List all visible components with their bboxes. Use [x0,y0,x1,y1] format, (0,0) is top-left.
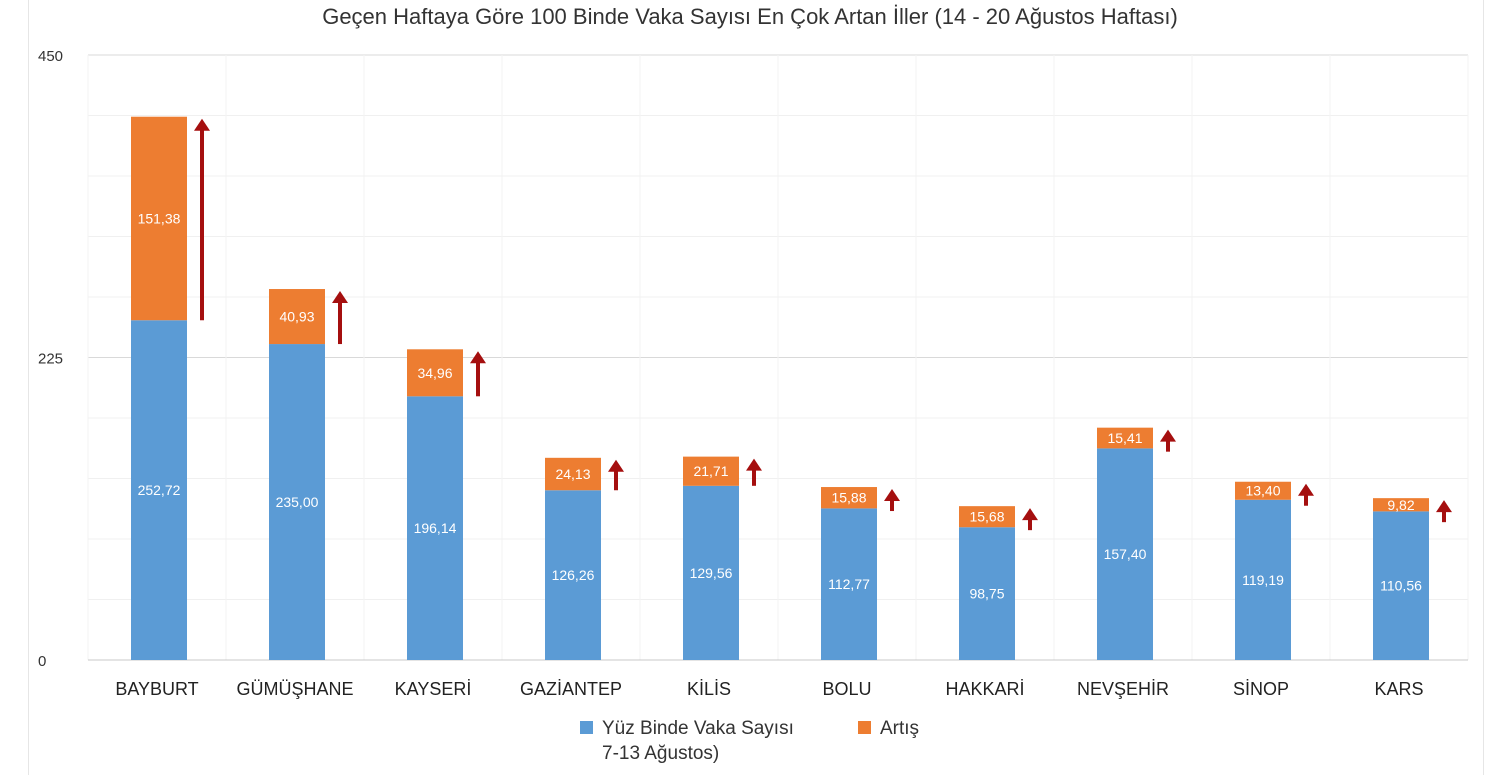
bar-increase [407,349,463,397]
bar-increase [545,457,601,491]
data-label-increase: 15,41 [1107,430,1142,446]
x-tick-label: KAYSERİ [395,679,472,699]
increase-arrow-head [884,489,900,502]
data-label-base: 98,75 [969,586,1004,602]
bar-base [1235,499,1291,660]
increase-arrow-head [746,458,762,471]
increase-arrow-head [1298,483,1314,496]
legend-swatch-base [580,721,593,734]
bar-base [1097,448,1153,660]
x-tick-label: BAYBURT [115,679,198,699]
plot-area: 0 225 450 252,72 151,38 BAYBURT 235,00 40,93 GÜM… [38,48,1469,699]
increase-arrow-head [608,459,624,472]
increase-arrow-head [332,291,348,304]
data-label-increase: 151,38 [138,210,181,226]
data-label-base: 129,56 [690,565,733,581]
bar-base [683,485,739,660]
x-tick-label: GAZİANTEP [520,679,622,699]
x-tick-label: BOLU [822,679,871,699]
bar-base [821,508,877,660]
data-label-increase: 40,93 [279,309,314,325]
bar-increase [131,116,187,321]
bar-base [407,396,463,660]
data-label-base: 157,40 [1104,546,1147,562]
bar-increase [959,506,1015,528]
y-tick-label: 450 [38,48,63,65]
data-label-base: 235,00 [276,494,319,510]
x-tick-label: HAKKARİ [945,679,1024,699]
bar-increase [821,487,877,509]
bar-increase [1373,498,1429,512]
data-label-base: 196,14 [414,520,457,536]
chart-title: Geçen Haftaya Göre 100 Binde Vaka Sayısı… [322,4,1178,29]
increase-arrow-head [1160,429,1176,442]
x-tick-label: SİNOP [1233,679,1289,699]
bar-base [131,320,187,660]
data-label-increase: 24,13 [555,466,590,482]
increase-arrow-head [1436,500,1452,513]
bar-increase [269,289,325,345]
data-label-base: 252,72 [138,482,181,498]
data-label-base: 119,19 [1242,572,1284,588]
legend-label-base-line2: 7-13 Ağustos) [602,743,720,764]
x-tick-label: KARS [1374,679,1423,699]
y-tick-label: 225 [38,351,63,368]
increase-arrow-head [1022,508,1038,521]
increase-arrow-head [194,118,210,131]
data-label-increase: 21,71 [693,463,728,479]
data-label-base: 112,77 [828,576,870,592]
data-label-increase: 15,68 [969,509,1004,525]
y-tick-label: 0 [38,653,46,670]
right-frame-line [1483,0,1484,775]
bar-base [545,490,601,660]
x-tick-label: KİLİS [687,679,731,699]
left-frame-line [28,0,29,775]
bar-increase [1097,427,1153,449]
legend-swatch-increase [858,721,871,734]
bar-base [269,344,325,660]
bar-increase [1235,481,1291,500]
bar-increase [683,456,739,486]
bar-base [1373,511,1429,660]
data-label-base: 126,26 [552,567,595,583]
data-label-increase: 13,40 [1245,483,1280,499]
bar-base [959,527,1015,660]
data-label-increase: 15,88 [831,490,866,506]
data-label-increase: 34,96 [417,365,452,381]
data-label-base: 110,56 [1380,578,1422,594]
legend-label-base-line1: Yüz Binde Vaka Sayısı [602,718,794,739]
x-tick-label: NEVŞEHİR [1077,679,1169,699]
x-tick-label: GÜMÜŞHANE [236,679,353,699]
legend-label-increase: Artış [880,718,920,739]
data-label-increase: 9,82 [1387,497,1414,513]
increase-arrow-head [470,351,486,364]
